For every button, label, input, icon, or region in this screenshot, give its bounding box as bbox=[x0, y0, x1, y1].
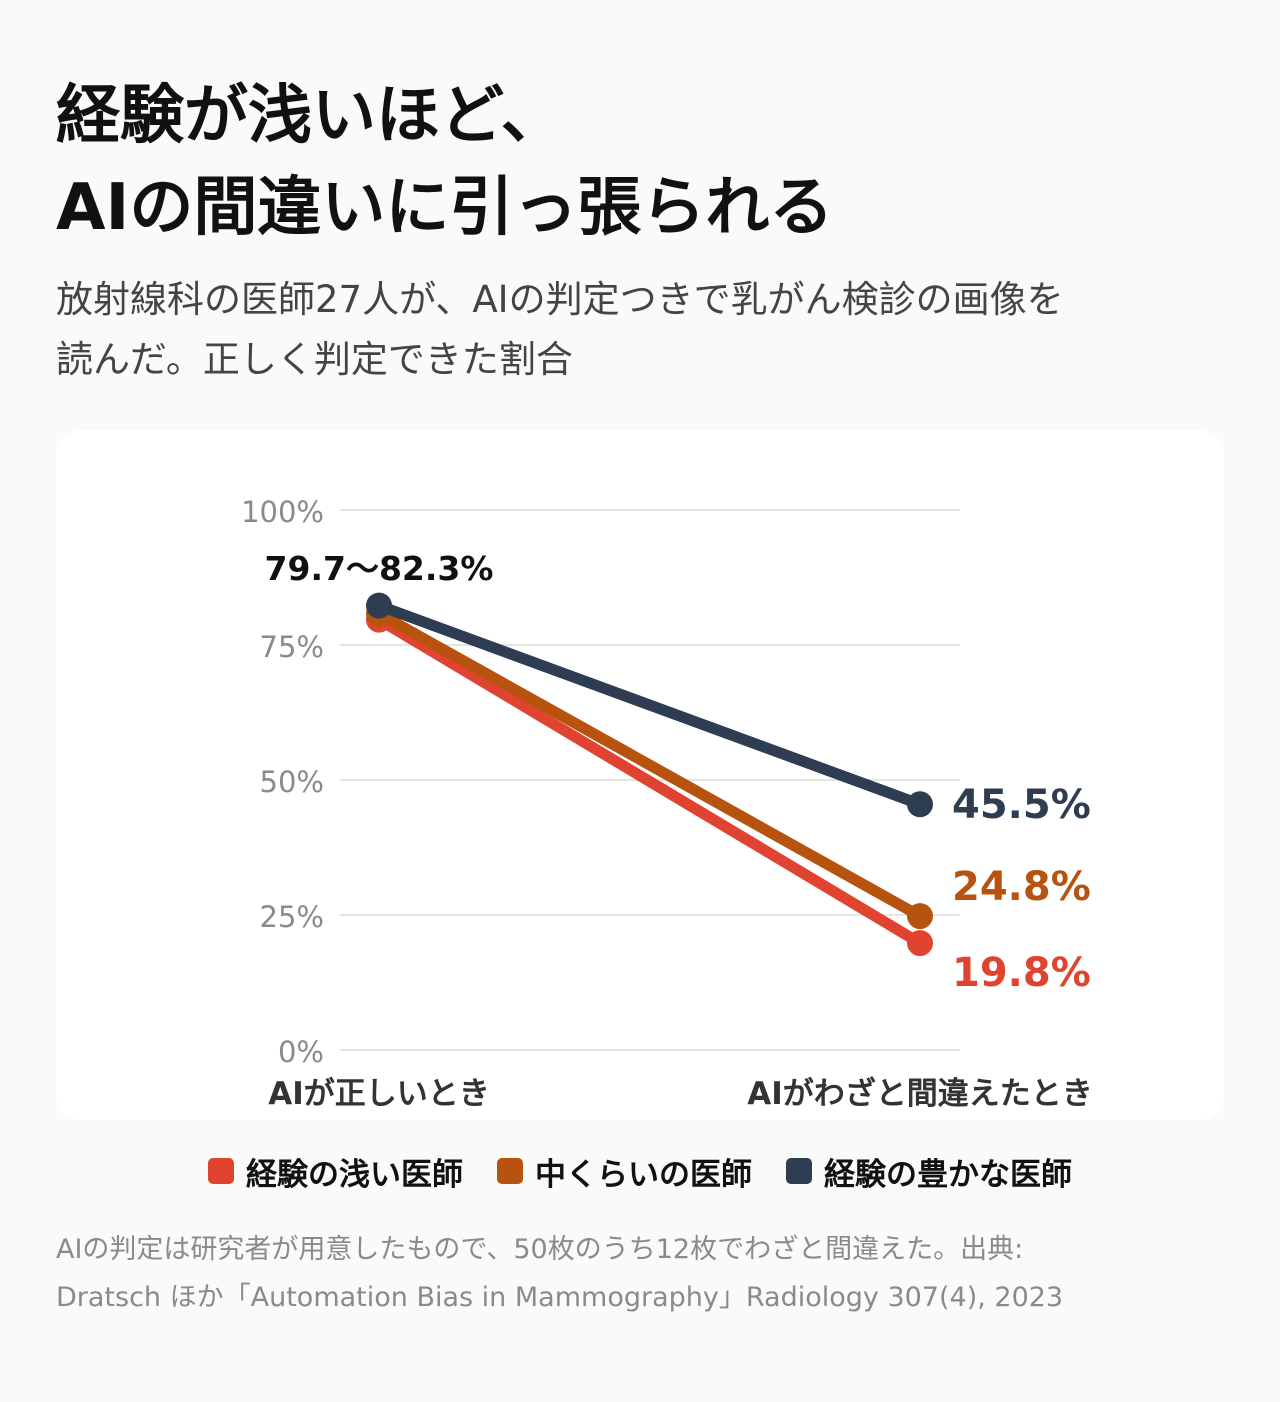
chart-card: 0% 25% 50% 75% 100% AIが正しいとき AIがわざと間違えたとき 19.8%… bbox=[56, 430, 1224, 1120]
chart-title-line-1: 経験が浅いほど、 bbox=[56, 79, 565, 153]
chart-title-line-2: AIの間違いに引っ張られる bbox=[56, 171, 834, 245]
data-point bbox=[366, 592, 392, 619]
chart-subtitle-line-2: 読んだ。正しく判定できた割合 bbox=[56, 338, 573, 381]
chart-subtitle-line-1: 放射線科の医師27人が、AIの判定つきで乳がん検診の画像を bbox=[56, 278, 1064, 321]
legend-item: 中くらいの医師 bbox=[497, 1149, 752, 1194]
legend-swatch bbox=[786, 1158, 812, 1184]
legend-item: 経験の浅い医師 bbox=[208, 1149, 463, 1194]
y-tick-label: 0% bbox=[278, 1035, 324, 1069]
y-tick-label: 25% bbox=[260, 900, 324, 934]
y-tick-label: 75% bbox=[260, 630, 324, 664]
legend: 経験の浅い医師 中くらいの医師 経験の豊かな医師 bbox=[0, 1146, 1280, 1196]
footnote-line-1: AIの判定は研究者が用意したもので、50枚のうち12枚でわざと間違えた。出典: bbox=[56, 1234, 1024, 1265]
chart-title: 経験が浅いほど、 AIの間違いに引っ張られる bbox=[56, 70, 1236, 254]
start-annotation: 79.7〜82.3% bbox=[265, 549, 494, 588]
y-tick-label: 100% bbox=[241, 495, 324, 529]
data-point bbox=[907, 903, 933, 930]
x-category-label: AIがわざと間違えたとき bbox=[747, 1076, 1093, 1112]
chart-subtitle: 放射線科の医師27人が、AIの判定つきで乳がん検診の画像を 読んだ。正しく判定で… bbox=[56, 270, 1226, 390]
series-line bbox=[373, 608, 926, 922]
legend-item: 経験の豊かな医師 bbox=[786, 1149, 1072, 1194]
data-label: 19.8% bbox=[952, 950, 1091, 996]
footnote-line-2: Dratsch ほか「Automation Bias in Mammograph… bbox=[56, 1282, 1064, 1313]
legend-label: 経験の豊かな医師 bbox=[824, 1156, 1072, 1193]
legend-label: 中くらいの医師 bbox=[535, 1156, 752, 1193]
legend-label: 経験の浅い医師 bbox=[246, 1156, 463, 1193]
data-label: 24.8% bbox=[952, 864, 1091, 910]
y-tick-label: 50% bbox=[260, 765, 324, 799]
series-line bbox=[373, 614, 926, 949]
data-label: 45.5% bbox=[952, 782, 1091, 828]
data-point bbox=[907, 791, 933, 818]
legend-swatch bbox=[497, 1158, 523, 1184]
data-point bbox=[907, 930, 933, 957]
footnote: AIの判定は研究者が用意したもので、50枚のうち12枚でわざと間違えた。出典: … bbox=[56, 1226, 1236, 1322]
x-category-label: AIが正しいとき bbox=[268, 1076, 490, 1112]
line-chart: 0% 25% 50% 75% 100% AIが正しいとき AIがわざと間違えたとき 19.8%… bbox=[241, 495, 1093, 1112]
series-line bbox=[373, 600, 926, 810]
legend-swatch bbox=[208, 1158, 234, 1184]
